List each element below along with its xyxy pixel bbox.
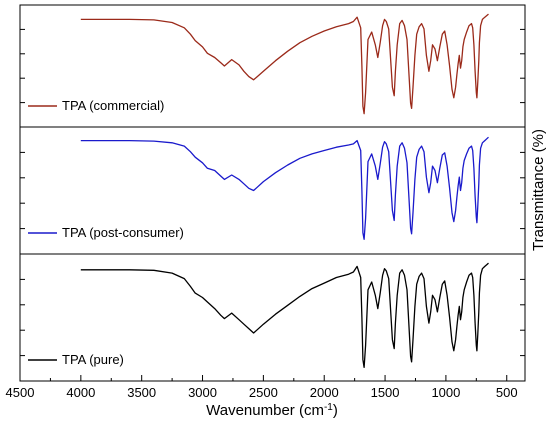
legend-label: TPA (pure) bbox=[62, 352, 124, 367]
chart-panels: TPA (commercial) TPA (post-consumer) TPA (… bbox=[19, 4, 526, 382]
x-tick-label: 4500 bbox=[6, 385, 35, 400]
x-tick-label: 3000 bbox=[188, 385, 217, 400]
x-tick-label: 2500 bbox=[249, 385, 278, 400]
series-line-1 bbox=[80, 13, 489, 115]
panel-3: TPA (pure) bbox=[19, 253, 526, 382]
x-tick-label: 1000 bbox=[431, 385, 460, 400]
y-axis-title: Transmittance (%) bbox=[530, 129, 547, 251]
panel-frame bbox=[19, 253, 526, 382]
series-line-3 bbox=[80, 262, 489, 369]
x-tick-label: 1500 bbox=[371, 385, 400, 400]
series-line-2 bbox=[80, 136, 489, 240]
x-axis-ticks: 4500 4000 3500 3000 2500 2000 1500 1000 500 bbox=[6, 375, 518, 400]
x-tick-label: 500 bbox=[496, 385, 518, 400]
legend-label: TPA (post-consumer) bbox=[62, 225, 184, 240]
x-tick-label: 2000 bbox=[310, 385, 339, 400]
legend-label: TPA (commercial) bbox=[62, 98, 164, 113]
x-axis-title: Wavenumber (cm-1) bbox=[206, 402, 338, 419]
x-tick-label: 4000 bbox=[66, 385, 95, 400]
x-tick-label: 3500 bbox=[127, 385, 156, 400]
panel-1: TPA (commercial) bbox=[19, 4, 526, 128]
panel-2: TPA (post-consumer) bbox=[19, 126, 526, 255]
